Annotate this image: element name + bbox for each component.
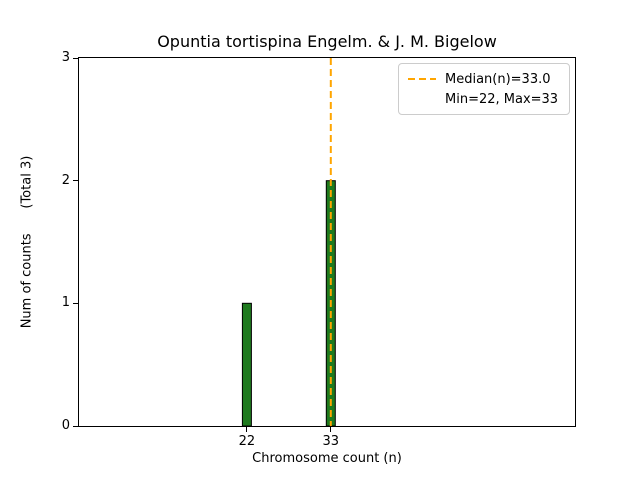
legend: Median(n)=33.0 Min=22, Max=33 — [398, 63, 570, 115]
plot-canvas — [241, 58, 336, 426]
legend-label-median: Median(n)=33.0 — [445, 71, 551, 87]
y-tick-mark-2 — [73, 180, 78, 182]
y-tick-label-3: 3 — [61, 50, 70, 65]
x-tick-label-22: 22 — [238, 434, 256, 449]
legend-median-line-swatch — [408, 78, 436, 80]
y-tick-label-2: 2 — [61, 172, 70, 188]
y-tick-mark-3 — [73, 57, 78, 59]
legend-empty-swatch — [407, 93, 437, 105]
legend-label-minmax: Min=22, Max=33 — [445, 91, 559, 107]
x-tick-mark-33 — [330, 427, 332, 432]
chart-title: Opuntia tortispina Engelm. & J. M. Bigel… — [157, 32, 497, 51]
y-tick-label-0: 0 — [61, 418, 70, 433]
plot-area — [78, 57, 576, 427]
bar-22 — [241, 302, 252, 426]
legend-entry-minmax: Min=22, Max=33 — [407, 89, 561, 109]
y-tick-mark-1 — [73, 302, 78, 304]
legend-entry-median: Median(n)=33.0 — [407, 69, 561, 89]
x-tick-mark-22 — [246, 427, 248, 432]
x-axis-label: Chromosome count (n) — [252, 451, 402, 466]
x-tick-label-33: 33 — [322, 434, 340, 449]
y-tick-mark-0 — [73, 425, 78, 427]
y-tick-label-1: 1 — [61, 295, 70, 311]
